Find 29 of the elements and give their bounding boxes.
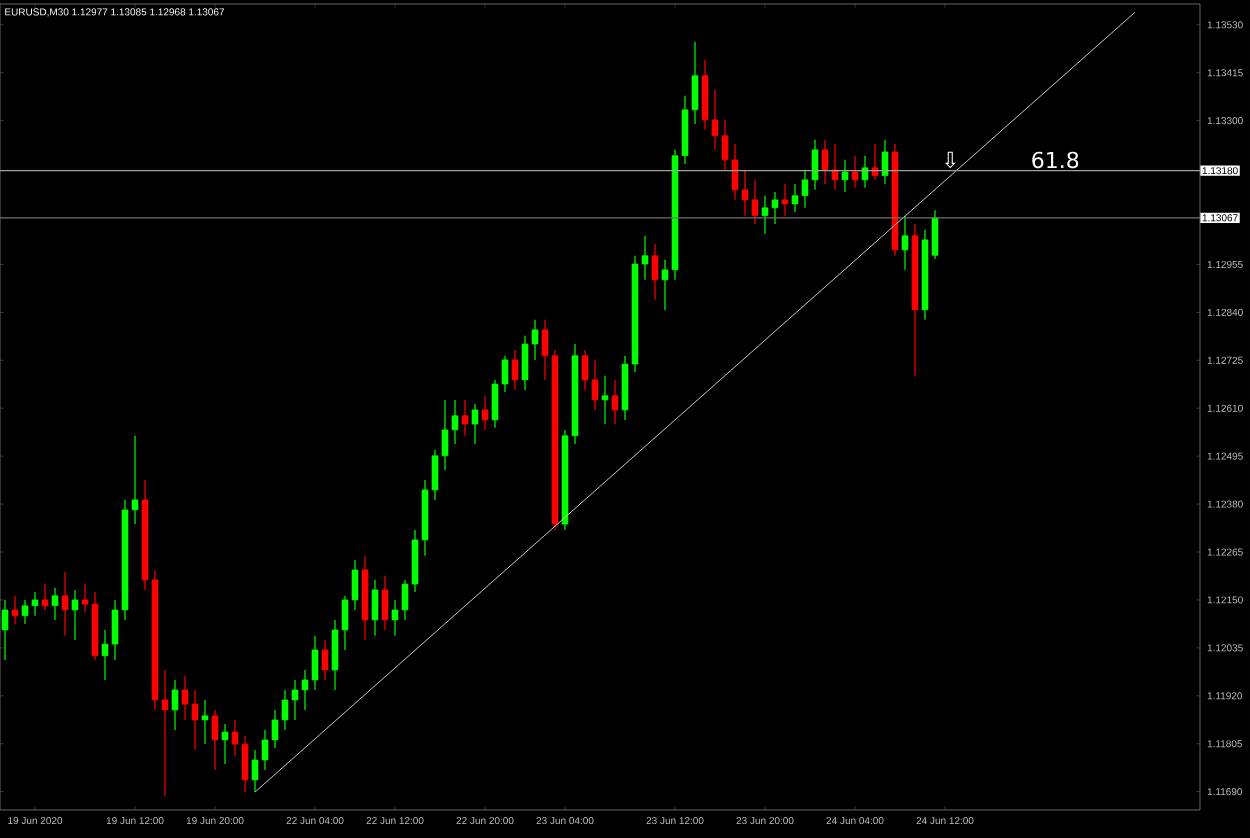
candlestick [901, 215, 909, 271]
candlestick [511, 349, 519, 391]
candlestick [1, 599, 9, 661]
candlestick [371, 579, 379, 637]
candlestick [601, 375, 609, 425]
candlestick [71, 589, 79, 641]
candlestick [41, 583, 49, 611]
candlestick [201, 699, 209, 745]
candlestick [51, 587, 59, 621]
candlestick [881, 139, 889, 185]
candlestick [841, 159, 849, 193]
candlestick [481, 395, 489, 431]
candlestick [211, 709, 219, 771]
candlestick [61, 571, 69, 637]
candlestick [171, 679, 179, 731]
candlestick [11, 595, 19, 625]
candlestick [651, 243, 659, 301]
candlestick [611, 379, 619, 425]
candlestick [461, 399, 469, 437]
candlestick [871, 143, 879, 181]
candlestick [851, 155, 859, 189]
annotation: 61.8 [1032, 151, 1079, 169]
candlestick [861, 155, 869, 189]
candlestick [381, 575, 389, 631]
candlestick [781, 183, 789, 217]
candlestick [221, 723, 229, 765]
candlestick [321, 639, 329, 681]
candlestick [471, 403, 479, 445]
annotation: ⇩ [944, 151, 956, 169]
